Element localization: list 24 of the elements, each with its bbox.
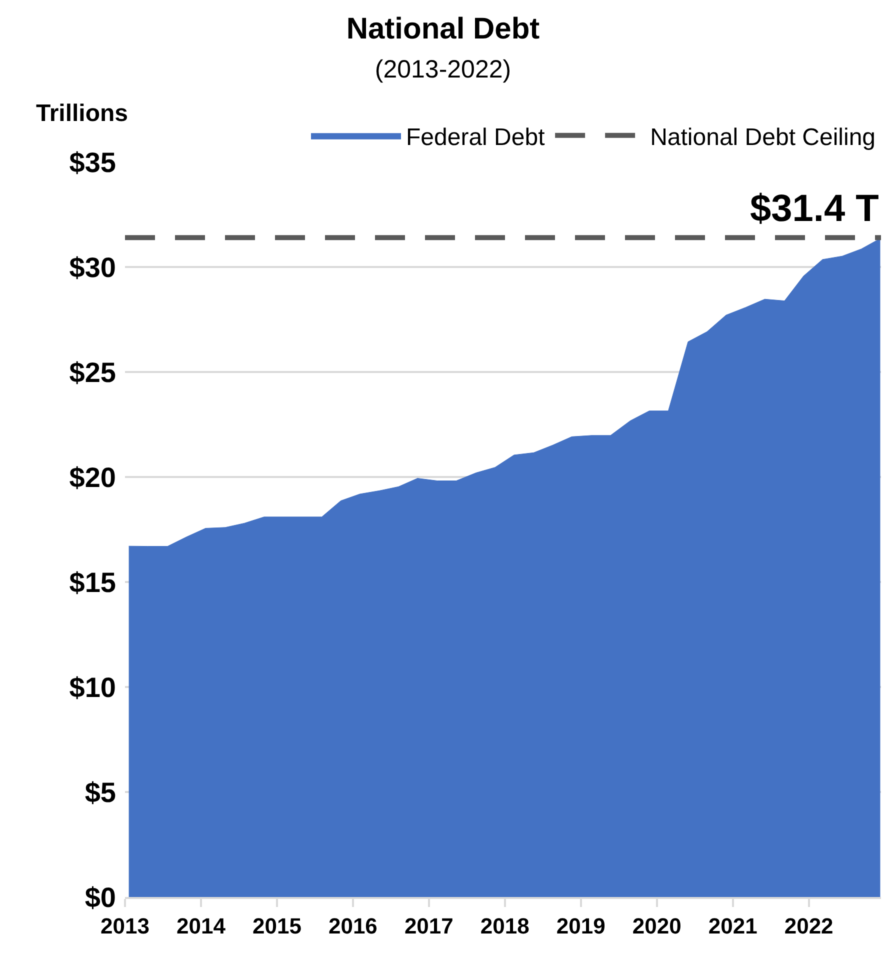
y-tick-label: $35 <box>69 146 116 178</box>
annotation: $31.4 T <box>750 188 879 230</box>
legend-label: Federal Debt <box>406 124 546 151</box>
legend-label: National Debt Ceiling <box>650 124 876 151</box>
x-tick-label: 2017 <box>404 913 454 938</box>
y-tick-label: $0 <box>84 882 116 913</box>
y-tick-label: $30 <box>69 252 116 283</box>
x-tick-label: 2019 <box>556 913 606 938</box>
x-tick-label: 2015 <box>252 913 302 938</box>
x-tick-label: 2014 <box>176 913 226 938</box>
x-tick-label: 2013 <box>100 913 150 938</box>
chart-title: National Debt <box>346 12 540 46</box>
x-tick-label: 2021 <box>708 913 758 938</box>
y-axis-title: Trillions <box>36 100 128 127</box>
x-tick-label: 2018 <box>480 913 530 938</box>
y-tick-label: $15 <box>69 566 116 598</box>
chart-subtitle: (2013-2022) <box>374 55 512 84</box>
y-tick-label: $20 <box>69 462 116 493</box>
x-tick-label: 2022 <box>784 913 834 938</box>
x-tick-label: 2016 <box>328 913 378 938</box>
y-tick-label: $25 <box>69 356 116 388</box>
x-tick-label: 2020 <box>632 913 682 938</box>
y-tick-label: $5 <box>84 776 116 808</box>
y-tick-label: $10 <box>69 672 116 703</box>
